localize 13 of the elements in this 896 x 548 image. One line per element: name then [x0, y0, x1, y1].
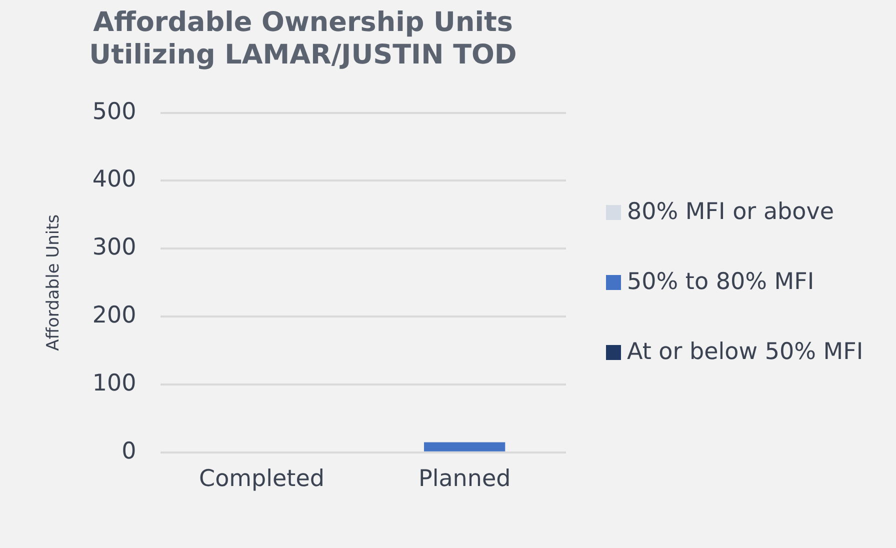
legend-label: 50% to 80% MFI	[627, 268, 814, 297]
y-tick-label: 100	[92, 370, 136, 396]
y-tick-label: 300	[92, 234, 136, 261]
y-tick-label: 400	[92, 166, 136, 193]
y-tick-label: 200	[92, 302, 136, 329]
y-tick-label: 500	[92, 98, 136, 125]
y-tick-label: 0	[122, 438, 136, 464]
legend-label: At or below 50% MFI	[627, 338, 864, 367]
x-tick-label: Planned	[418, 466, 511, 492]
chart-title: Affordable Ownership Units Utilizing LAMAR/JUSTIN TOD	[89, 7, 517, 71]
x-tick-label: Completed	[199, 466, 324, 492]
legend-label: 80% MFI or above	[627, 198, 834, 227]
y-axis-title: Affordable Units	[44, 214, 64, 351]
